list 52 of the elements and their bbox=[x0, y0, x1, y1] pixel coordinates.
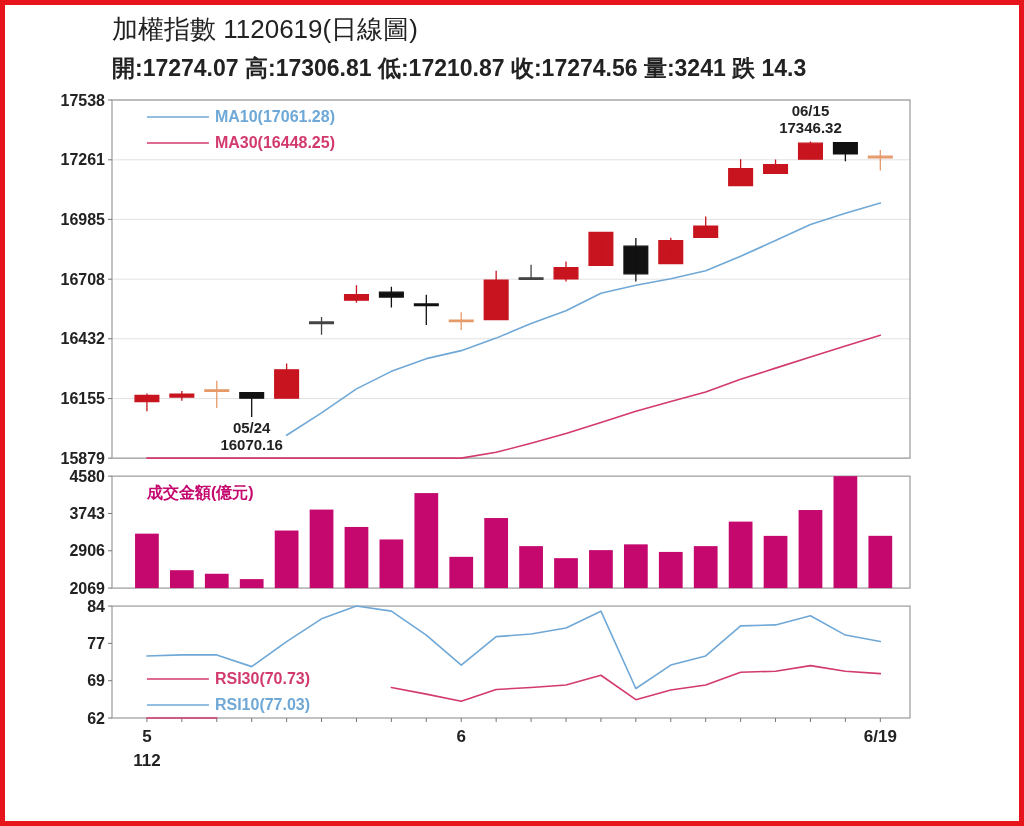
y-tick-label: 17538 bbox=[60, 91, 106, 109]
candlestick bbox=[588, 231, 614, 267]
candlestick bbox=[309, 316, 335, 336]
candlestick bbox=[797, 140, 823, 161]
y-tick-label: 16155 bbox=[60, 390, 106, 408]
x-tick-label: 6/19 bbox=[863, 727, 897, 746]
chart-subtitle: 開:17274.07 高:17306.81 低:17210.87 收:17274.56 量:3241 跌 14.3 bbox=[112, 55, 807, 81]
candlestick bbox=[658, 237, 684, 265]
legend-label: MA10(17061.28) bbox=[214, 108, 335, 125]
y-tick-label: 15879 bbox=[60, 449, 106, 467]
y-tick-label: 2069 bbox=[69, 579, 106, 597]
y-tick-label: 3743 bbox=[69, 504, 106, 522]
y-tick-label: 4580 bbox=[69, 467, 106, 485]
candlestick bbox=[378, 286, 404, 309]
y-tick-label: 77 bbox=[87, 634, 106, 652]
candlestick bbox=[274, 362, 300, 400]
candlestick bbox=[239, 391, 265, 418]
candlestick bbox=[553, 260, 579, 283]
candlestick bbox=[343, 284, 369, 304]
candlestick bbox=[728, 158, 754, 187]
line-series bbox=[146, 605, 882, 690]
candlestick bbox=[204, 380, 230, 409]
candlestick bbox=[169, 390, 195, 402]
y-tick-label: 62 bbox=[87, 709, 106, 727]
y-tick-label: 69 bbox=[87, 672, 106, 690]
annotation: 05/24 16070.16 bbox=[220, 418, 283, 453]
candlestick bbox=[483, 270, 509, 321]
candlestick bbox=[134, 392, 160, 412]
legend-label: RSI30(70.73) bbox=[214, 670, 311, 687]
line-series bbox=[285, 202, 882, 437]
annotation: 06/15 17346.32 bbox=[779, 102, 842, 137]
candlestick bbox=[448, 311, 474, 331]
candlestick bbox=[518, 264, 544, 281]
y-tick-label: 17261 bbox=[60, 151, 106, 169]
candlestick bbox=[867, 149, 893, 172]
legend-label: MA30(16448.25) bbox=[214, 134, 335, 151]
candlestick bbox=[832, 142, 858, 162]
candlestick bbox=[623, 237, 649, 283]
y-tick-label: 16708 bbox=[60, 270, 106, 288]
y-tick-label: 16432 bbox=[60, 330, 106, 348]
chart-title: 加權指數 1120619(日線圖) bbox=[112, 14, 418, 44]
candlestick bbox=[763, 158, 789, 175]
candlestick bbox=[693, 215, 719, 239]
line-series bbox=[146, 334, 882, 459]
y-tick-label: 2906 bbox=[69, 542, 106, 560]
x-tick-label: 5 112 bbox=[133, 727, 161, 770]
candlestick bbox=[413, 294, 439, 326]
legend-label: RSI10(77.03) bbox=[214, 696, 311, 713]
text: 成交金額(億元) bbox=[145, 483, 254, 503]
y-tick-label: 84 bbox=[87, 597, 106, 615]
y-tick-label: 16985 bbox=[60, 210, 106, 228]
x-tick-label: 6 bbox=[456, 727, 466, 746]
